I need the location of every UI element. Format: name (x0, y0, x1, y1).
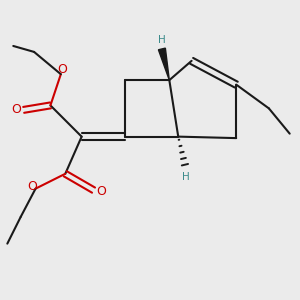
Text: H: H (182, 172, 190, 182)
Polygon shape (158, 48, 169, 80)
Text: O: O (57, 63, 67, 76)
Text: O: O (27, 180, 37, 193)
Text: O: O (96, 185, 106, 198)
Text: H: H (158, 35, 166, 45)
Text: O: O (11, 103, 21, 116)
